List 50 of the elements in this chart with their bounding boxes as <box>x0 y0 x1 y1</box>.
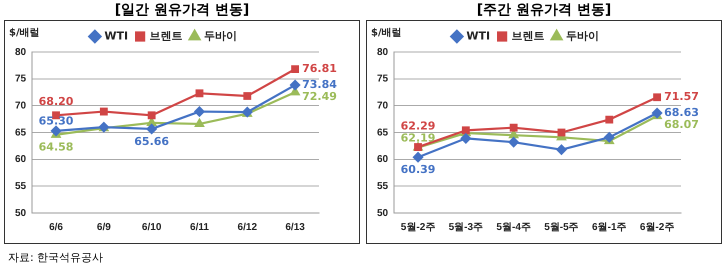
y-axis-title: $/배럴 <box>9 28 40 39</box>
y-tick-label: 55 <box>377 180 389 192</box>
y-tick-label: 50 <box>377 208 389 219</box>
x-tick-label: 5월-5주 <box>544 222 579 233</box>
data-label: 62.29 <box>400 119 436 132</box>
legend-label: 브렌트 <box>150 29 183 42</box>
data-label: 72.49 <box>302 90 337 103</box>
data-label: 65.30 <box>38 114 74 128</box>
data-label: 68.20 <box>38 95 74 108</box>
y-tick-label: 80 <box>377 46 389 58</box>
y-tick-label: 60 <box>15 154 27 166</box>
x-tick-label: 5월-2주 <box>400 222 436 233</box>
y-tick-label: 65 <box>15 127 27 138</box>
x-tick-label: 6월-1주 <box>592 222 627 233</box>
y-tick-label: 70 <box>377 100 389 112</box>
legend-label: 두바이 <box>204 29 238 42</box>
y-tick-label: 65 <box>377 127 389 138</box>
x-tick-label: 6/13 <box>285 222 306 233</box>
text: 자료: 한국석유공사 <box>8 250 104 265</box>
x-tick-label: 6/10 <box>142 222 162 233</box>
legend-label: 두바이 <box>566 29 600 42</box>
x-tick-label: 5월-3주 <box>448 222 484 233</box>
data-label: 68.07 <box>664 118 699 131</box>
x-tick-label: 6월-2주 <box>640 222 674 233</box>
chart-title: [주간 원유가격 변동] <box>476 1 612 20</box>
data-label: 65.66 <box>134 134 170 148</box>
data-label: 64.58 <box>38 140 74 154</box>
y-tick-label: 50 <box>15 208 27 219</box>
y-axis-title: $/배럴 <box>371 28 402 39</box>
x-tick-label: 5월-4주 <box>496 222 531 233</box>
x-tick-label: 6/11 <box>190 222 210 233</box>
data-label: 62.19 <box>400 131 436 144</box>
data-label: 76.81 <box>302 62 337 75</box>
y-tick-label: 75 <box>15 74 27 85</box>
legend-label: WTI <box>466 29 490 42</box>
y-tick-label: 60 <box>377 154 389 166</box>
y-tick-label: 55 <box>15 180 27 192</box>
data-label: 73.84 <box>302 78 338 91</box>
x-tick-label: 6/6 <box>49 222 64 233</box>
x-tick-label: 6/12 <box>238 222 258 233</box>
legend-label: 브렌트 <box>512 29 545 42</box>
chart-title: [일간 원유가격 변동] <box>114 1 250 20</box>
data-label: 60.39 <box>400 163 436 176</box>
y-tick-label: 80 <box>15 46 27 58</box>
x-tick-label: 6/9 <box>96 222 112 233</box>
legend-label: WTI <box>104 29 128 42</box>
y-tick-label: 70 <box>15 100 27 112</box>
data-label: 68.63 <box>664 106 699 119</box>
y-tick-label: 75 <box>377 74 389 85</box>
data-label: 71.57 <box>664 90 699 104</box>
